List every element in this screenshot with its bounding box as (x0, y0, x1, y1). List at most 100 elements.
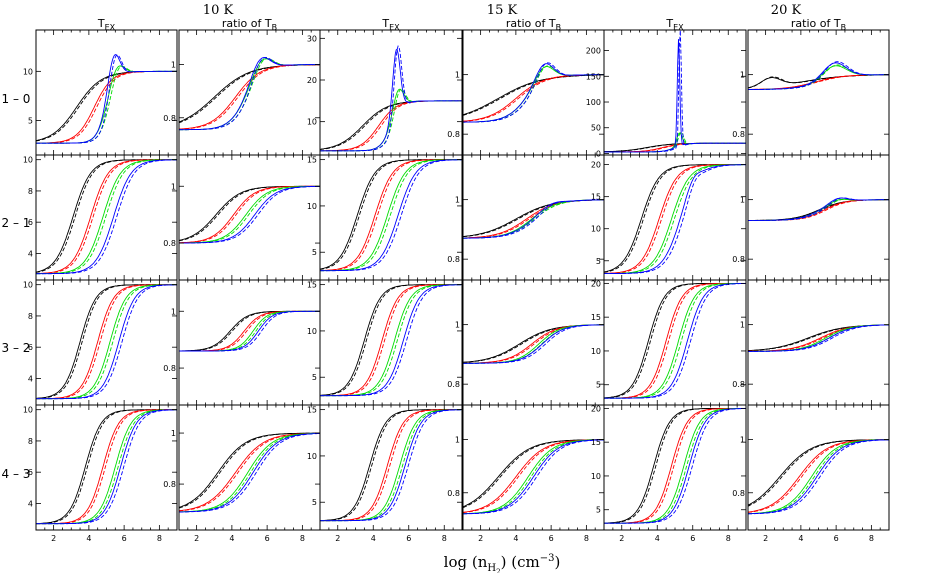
series-line (748, 439, 889, 515)
series-line (748, 439, 889, 515)
series-line (748, 324, 889, 352)
column-title-tex: TEX (665, 17, 684, 32)
series-line (36, 284, 177, 400)
y-tick-label: 10 (23, 281, 33, 290)
panel: 5 10 15 (307, 279, 463, 406)
temperature-header-15k: 15 K (487, 3, 518, 18)
panel-frame (603, 279, 747, 406)
series-line (179, 310, 320, 352)
panel-frame (35, 404, 178, 531)
series-line (320, 88, 462, 152)
series-line (179, 432, 320, 513)
panel: 0.81 (163, 154, 321, 281)
series-line (463, 324, 604, 364)
series-line (604, 164, 746, 275)
series-line (748, 324, 889, 352)
panel: 2 4 6 8 4 6 8 10 (23, 404, 178, 543)
panel: 2 4 6 8 0.8 1 (447, 404, 605, 543)
series-line (463, 439, 604, 513)
y-tick-label: 5 (596, 381, 601, 390)
y-tick-label: 15 (307, 156, 317, 165)
y-tick-label: 4 (28, 249, 33, 258)
series-line (604, 164, 746, 275)
y-tick-label: 5 (596, 506, 601, 515)
y-tick-label: 5 (312, 498, 317, 507)
y-tick-label: 20 (591, 161, 601, 170)
series-line (748, 324, 889, 352)
y-tick-label: 5 (28, 117, 33, 126)
panel-frame (747, 29, 890, 156)
series-line (320, 284, 462, 397)
series-line (320, 159, 462, 271)
panel-frame (319, 404, 463, 531)
y-tick-label: 15 (307, 281, 317, 290)
series-line (463, 439, 604, 515)
series-line (36, 284, 177, 400)
y-tick-label: 15 (307, 406, 317, 415)
series-line (748, 324, 889, 352)
y-tick-label: 1 (171, 429, 176, 438)
series-line (36, 409, 177, 525)
x-tick-label: 2 (51, 534, 56, 543)
series-line (36, 54, 177, 144)
y-tick-label: 1 (740, 71, 745, 80)
series-line (320, 49, 462, 152)
series-line (604, 282, 746, 399)
panel-frame (178, 154, 321, 281)
y-tick-label: 1 (171, 61, 176, 70)
series-line (320, 284, 462, 397)
panel: 10 20 30 (307, 29, 463, 156)
x-tick-label: 2 (194, 534, 199, 543)
y-tick-label: 30 (307, 34, 317, 43)
series-line (463, 63, 604, 123)
y-tick-label: 1 (171, 182, 176, 191)
column-title-tex: TEX (381, 17, 400, 32)
series-line (179, 58, 320, 131)
series-line (179, 432, 320, 512)
column-title-ratio: ratio of TB (222, 17, 277, 32)
series-line (320, 284, 462, 396)
series-line (320, 284, 462, 397)
y-tick-label: 0.8 (447, 380, 460, 389)
temperature-header-10k: 10 K (203, 3, 234, 18)
panel: 4 6 8 10 (23, 154, 178, 281)
series-line (179, 64, 320, 130)
panel: 5 10 15 20 (591, 279, 747, 406)
y-tick-label: 10 (23, 406, 33, 415)
series-line (748, 324, 889, 352)
y-tick-label: 1 (455, 71, 460, 80)
y-tick-label: 0.8 (163, 364, 176, 373)
x-tick-label: 6 (122, 534, 127, 543)
series-line (179, 57, 320, 131)
series-line (604, 408, 746, 524)
panel-frame (319, 154, 463, 281)
y-tick-label: 10 (23, 156, 33, 165)
series-line (179, 310, 320, 352)
series-line (463, 74, 604, 116)
series-line (179, 185, 320, 244)
series-line (748, 324, 889, 352)
x-tick-label: 6 (265, 534, 270, 543)
x-tick-label: 8 (442, 534, 447, 543)
series-line (36, 409, 177, 525)
series-line (179, 432, 320, 513)
y-tick-label: 5 (596, 257, 601, 266)
series-line (179, 310, 320, 352)
series-line (36, 159, 177, 275)
series-line (748, 439, 889, 507)
series-line (36, 159, 177, 275)
panel: 0.81 (732, 29, 890, 156)
panel: 2 4 6 8 5 10 15 20 (591, 404, 747, 543)
y-tick-label: 10 (307, 202, 317, 211)
series-line (463, 199, 604, 239)
series-line (604, 39, 746, 153)
panel: 5 10 (23, 29, 178, 156)
series-line (604, 282, 746, 399)
y-tick-label: 0.8 (447, 489, 460, 498)
y-tick-label: 0.8 (732, 380, 745, 389)
series-line (179, 185, 320, 244)
series-line (36, 159, 177, 275)
x-tick-label: 6 (549, 534, 554, 543)
series-line (179, 185, 320, 244)
